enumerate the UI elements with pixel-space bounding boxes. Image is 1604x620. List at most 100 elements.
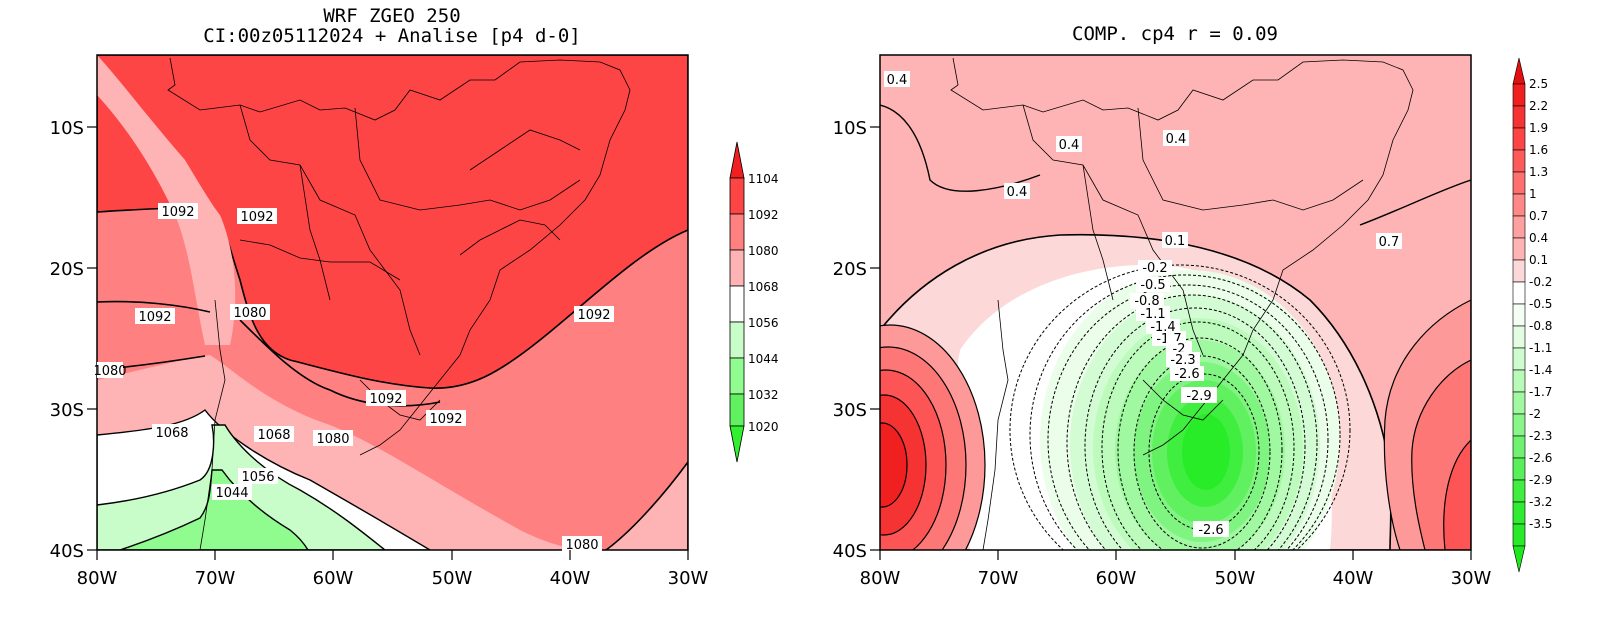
- svg-text:0.4: 0.4: [1166, 132, 1187, 147]
- svg-text:1080: 1080: [316, 432, 349, 447]
- svg-text:-2.6: -2.6: [1198, 523, 1223, 538]
- left-colorbar-label: 1056: [748, 316, 779, 330]
- svg-text:1068: 1068: [257, 428, 290, 443]
- contour-label: -2.9: [1181, 387, 1217, 404]
- left-y-tick: 20S: [50, 259, 84, 280]
- left-x-tick: 30W: [668, 568, 709, 589]
- right-x-tick: 60W: [1096, 568, 1137, 589]
- contour-label: 0.4: [1163, 130, 1189, 147]
- right-y-tick: 40S: [833, 541, 867, 562]
- contour-label: -0.5: [1136, 277, 1170, 293]
- contour-label: -1.1: [1136, 306, 1170, 322]
- svg-text:1092: 1092: [240, 210, 273, 225]
- left-x-tick: 80W: [77, 568, 118, 589]
- svg-text:1068: 1068: [155, 426, 188, 441]
- right-x-tick: 40W: [1333, 568, 1374, 589]
- svg-text:1080: 1080: [565, 538, 598, 553]
- right-colorbar-label: 1.6: [1529, 143, 1548, 157]
- right-colorbar-label: 2.2: [1529, 99, 1548, 113]
- svg-text:1092: 1092: [369, 392, 402, 407]
- right-contour-labels: 0.4 0.4 0.4 0.4 0.1 0.7 -0.2 -0.5 -0.8 -…: [884, 71, 1402, 538]
- right-colorbar-label: -1.4: [1529, 363, 1552, 377]
- left-map-panel: WRF ZGEO 250 CI:00z05112024 + Analise [p…: [50, 5, 779, 589]
- right-colorbar-label: -1.7: [1529, 385, 1552, 399]
- contour-label: 0.4: [1056, 136, 1082, 153]
- left-x-tick: 50W: [432, 568, 473, 589]
- left-colorbar-label: 1092: [748, 208, 779, 222]
- left-x-tick: 60W: [313, 568, 354, 589]
- contour-label: 1092: [158, 203, 198, 220]
- left-colorbar-label: 1068: [748, 280, 779, 294]
- svg-text:0.4: 0.4: [1059, 138, 1080, 153]
- contour-label: -2.3: [1166, 352, 1200, 368]
- right-colorbar-label: 1.9: [1529, 121, 1548, 135]
- left-y-tick: 30S: [50, 400, 84, 421]
- left-colorbar-label: 1044: [748, 352, 779, 366]
- right-x-tick: 30W: [1451, 568, 1492, 589]
- contour-label: 0.1: [1162, 232, 1188, 249]
- right-colorbar-label: -3.2: [1529, 495, 1552, 509]
- contour-label: 1092: [237, 208, 277, 225]
- right-colorbar-label: 1: [1529, 187, 1537, 201]
- contour-label: 1056: [238, 468, 278, 485]
- contour-label: -0.8: [1130, 293, 1164, 309]
- contour-label: 1080: [313, 430, 353, 447]
- contour-label: 1068: [152, 424, 192, 441]
- svg-text:1044: 1044: [215, 486, 248, 501]
- left-x-tick: 40W: [550, 568, 591, 589]
- contour-label: 0.4: [1004, 183, 1030, 200]
- svg-text:0.1: 0.1: [1165, 234, 1186, 249]
- contour-label: -0.2: [1138, 260, 1172, 276]
- svg-text:-0.2: -0.2: [1142, 261, 1167, 276]
- right-colorbar-label: 2.5: [1529, 77, 1548, 91]
- left-colorbar-label: 1080: [748, 244, 779, 258]
- right-x-tick: 70W: [978, 568, 1019, 589]
- left-plot-frame: [96, 54, 689, 551]
- right-title: COMP. cp4 r = 0.09: [1072, 23, 1278, 45]
- right-colorbar-label: -0.8: [1529, 319, 1552, 333]
- contour-label: 0.4: [884, 71, 910, 88]
- right-y-tick: 20S: [833, 259, 867, 280]
- svg-text:1080: 1080: [93, 364, 126, 379]
- svg-text:1080: 1080: [233, 306, 266, 321]
- contour-label: 1068: [254, 426, 294, 443]
- svg-text:-0.5: -0.5: [1140, 278, 1165, 293]
- right-y-tick: 10S: [833, 118, 867, 139]
- contour-label: 1080: [230, 304, 270, 321]
- right-x-tick: 50W: [1215, 568, 1256, 589]
- left-axis-tick-marks: [87, 126, 689, 560]
- left-colorbar: [729, 141, 745, 463]
- right-axis-tick-marks: [870, 126, 1472, 560]
- svg-text:1056: 1056: [241, 470, 274, 485]
- contour-label: -2.6: [1193, 521, 1229, 538]
- svg-text:1092: 1092: [577, 308, 610, 323]
- right-colorbar-label: -2.6: [1529, 451, 1552, 465]
- left-colorbar-label: 1104: [748, 172, 779, 186]
- right-colorbar: [1512, 57, 1526, 573]
- svg-text:0.4: 0.4: [1007, 185, 1028, 200]
- contour-label: 1092: [574, 306, 614, 323]
- svg-text:-2.9: -2.9: [1186, 389, 1211, 404]
- contour-label: 1044: [212, 484, 252, 501]
- contour-label: -2.6: [1170, 366, 1204, 382]
- left-colorbar-label: 1032: [748, 388, 779, 402]
- left-y-tick: 10S: [50, 118, 84, 139]
- svg-text:0.4: 0.4: [887, 73, 908, 88]
- svg-text:1092: 1092: [429, 412, 462, 427]
- right-colorbar-label: -2: [1529, 407, 1541, 421]
- right-colorbar-label: -0.5: [1529, 297, 1552, 311]
- svg-text:1092: 1092: [138, 310, 171, 325]
- contour-label: 1092: [135, 308, 175, 325]
- svg-text:-2.3: -2.3: [1170, 353, 1195, 368]
- right-y-tick: 30S: [833, 400, 867, 421]
- right-colorbar-label: 0.7: [1529, 209, 1548, 223]
- right-map-panel: COMP. cp4 r = 0.09: [833, 23, 1553, 589]
- left-contour-labels: 1092 1092 1092 1080 1092 1080 1092 1092 …: [93, 203, 614, 553]
- right-colorbar-label: -2.9: [1529, 473, 1552, 487]
- left-title-line1: WRF ZGEO 250: [323, 5, 460, 27]
- contour-label: 0.7: [1376, 233, 1402, 250]
- right-colorbar-label: 1.3: [1529, 165, 1548, 179]
- contour-label: 1092: [366, 390, 406, 407]
- svg-text:0.7: 0.7: [1379, 235, 1400, 250]
